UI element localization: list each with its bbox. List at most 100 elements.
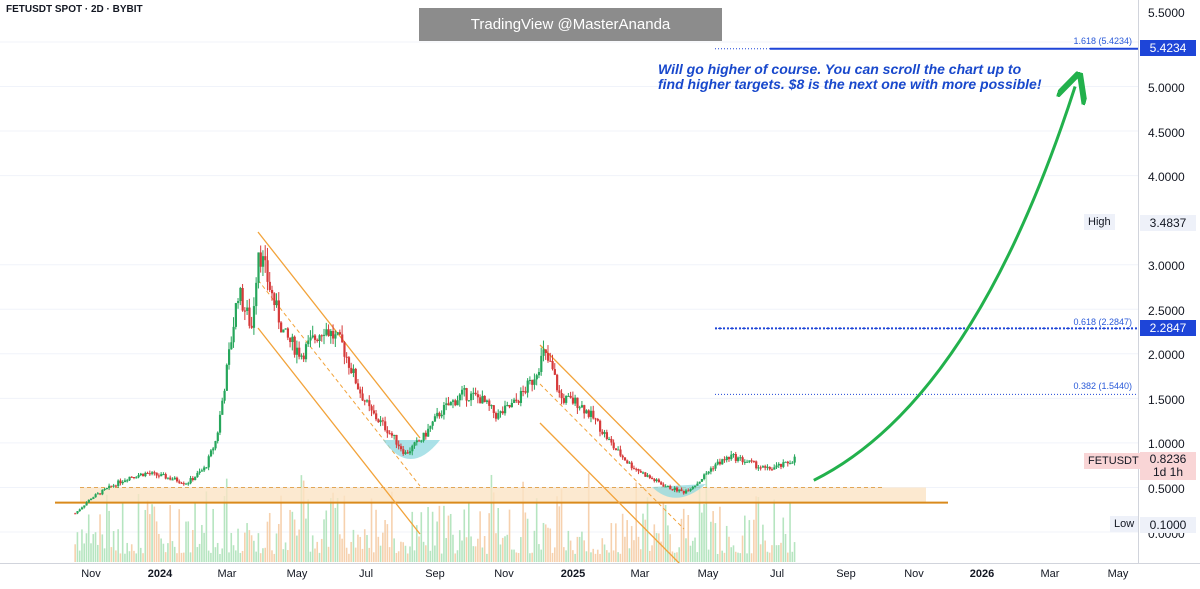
candle-body: [456, 400, 459, 406]
volume-bar: [239, 552, 242, 562]
volume-bar: [176, 553, 178, 562]
candle-body: [655, 479, 658, 482]
candle-body: [657, 479, 661, 483]
volume-bar: [436, 521, 438, 562]
candle-body: [218, 414, 222, 433]
candle-body: [691, 486, 694, 489]
volume-bar: [753, 519, 755, 562]
channel-2024-upper: [257, 231, 421, 439]
volume-bar: [759, 544, 762, 562]
candle-body: [390, 433, 394, 436]
volume-bar: [734, 551, 737, 562]
volume-bar: [596, 549, 599, 562]
volume-bar: [504, 536, 506, 562]
candle-body: [230, 342, 233, 350]
volume-bar: [477, 538, 479, 562]
price-chart[interactable]: [0, 0, 1138, 563]
volume-bar: [354, 547, 357, 562]
price-tick: 5.0000: [1148, 81, 1185, 95]
volume-bar: [664, 504, 667, 562]
volume-bar: [146, 500, 149, 562]
time-axis[interactable]: [0, 563, 1200, 589]
candle-body: [513, 399, 516, 403]
volume-bar: [449, 513, 452, 562]
volume-bar: [332, 492, 334, 562]
candle-body: [494, 413, 498, 419]
candle-body: [243, 310, 247, 312]
candle-body: [103, 488, 106, 490]
volume-bar: [610, 523, 613, 562]
candle-body: [228, 349, 231, 365]
candle-body: [221, 400, 224, 415]
candle-body: [463, 388, 466, 390]
candle-body: [146, 472, 149, 474]
volume-bar: [673, 552, 676, 562]
volume-bar: [524, 512, 527, 562]
candle-body: [157, 475, 161, 477]
volume-bar: [775, 545, 778, 562]
candle-body: [372, 410, 375, 414]
candle-body: [216, 432, 219, 442]
candle-body: [551, 361, 554, 370]
candle-body: [583, 405, 586, 414]
candle-body: [750, 460, 753, 462]
volume-bar: [488, 513, 490, 562]
candle-body: [284, 328, 287, 330]
volume-bar: [606, 550, 608, 562]
candle-body: [752, 461, 756, 463]
volume-bar: [637, 536, 640, 562]
volume-bar: [755, 496, 757, 562]
candle-body: [96, 493, 99, 495]
volume-bar: [612, 550, 615, 562]
candle-body: [151, 472, 154, 474]
time-tick: Mar: [217, 568, 237, 580]
volume-bar: [547, 527, 549, 562]
volume-bar: [587, 473, 590, 562]
candle-body: [223, 390, 226, 401]
volume-bar: [701, 512, 703, 562]
candle-body: [232, 326, 235, 343]
volume-bar: [497, 508, 500, 562]
candle-body: [366, 400, 369, 402]
candle-body: [112, 485, 115, 487]
volume-bar: [330, 498, 332, 562]
volume-bar: [420, 512, 423, 562]
volume-bar: [341, 538, 343, 562]
candle-body: [617, 449, 620, 451]
candle-body: [110, 485, 113, 487]
volume-bar: [771, 545, 773, 562]
candle-body: [119, 480, 122, 484]
candle-body: [377, 419, 380, 423]
volume-bar: [117, 529, 119, 562]
volume-bar: [207, 550, 210, 562]
volume-bar: [180, 552, 183, 562]
volume-bar: [271, 550, 273, 562]
volume-bar: [386, 524, 389, 562]
candle-body: [275, 300, 278, 306]
candle-body: [709, 468, 713, 472]
volume-bar: [644, 519, 647, 562]
candle-body: [185, 483, 188, 485]
volume-bar: [139, 547, 142, 562]
candle-body: [406, 452, 409, 454]
candle-body: [214, 441, 217, 449]
volume-bar: [300, 475, 303, 562]
candle-body: [361, 393, 364, 401]
candle-body: [449, 401, 452, 406]
volume-bar: [223, 496, 226, 562]
candle-body: [451, 400, 455, 402]
volume-bar: [486, 553, 488, 562]
candle-body: [721, 459, 724, 465]
volume-bar: [468, 501, 470, 562]
volume-bar: [768, 552, 771, 562]
candle-body: [356, 383, 360, 390]
volume-bar: [133, 550, 135, 562]
volume-bar: [714, 523, 717, 562]
candle-body: [712, 468, 715, 470]
candle-body: [546, 353, 550, 361]
candle-body: [662, 484, 665, 487]
time-tick: Mar: [630, 568, 650, 580]
current-price-value: 0.8236: [1149, 452, 1187, 466]
volume-bar: [85, 533, 88, 562]
candle-body: [465, 388, 468, 401]
